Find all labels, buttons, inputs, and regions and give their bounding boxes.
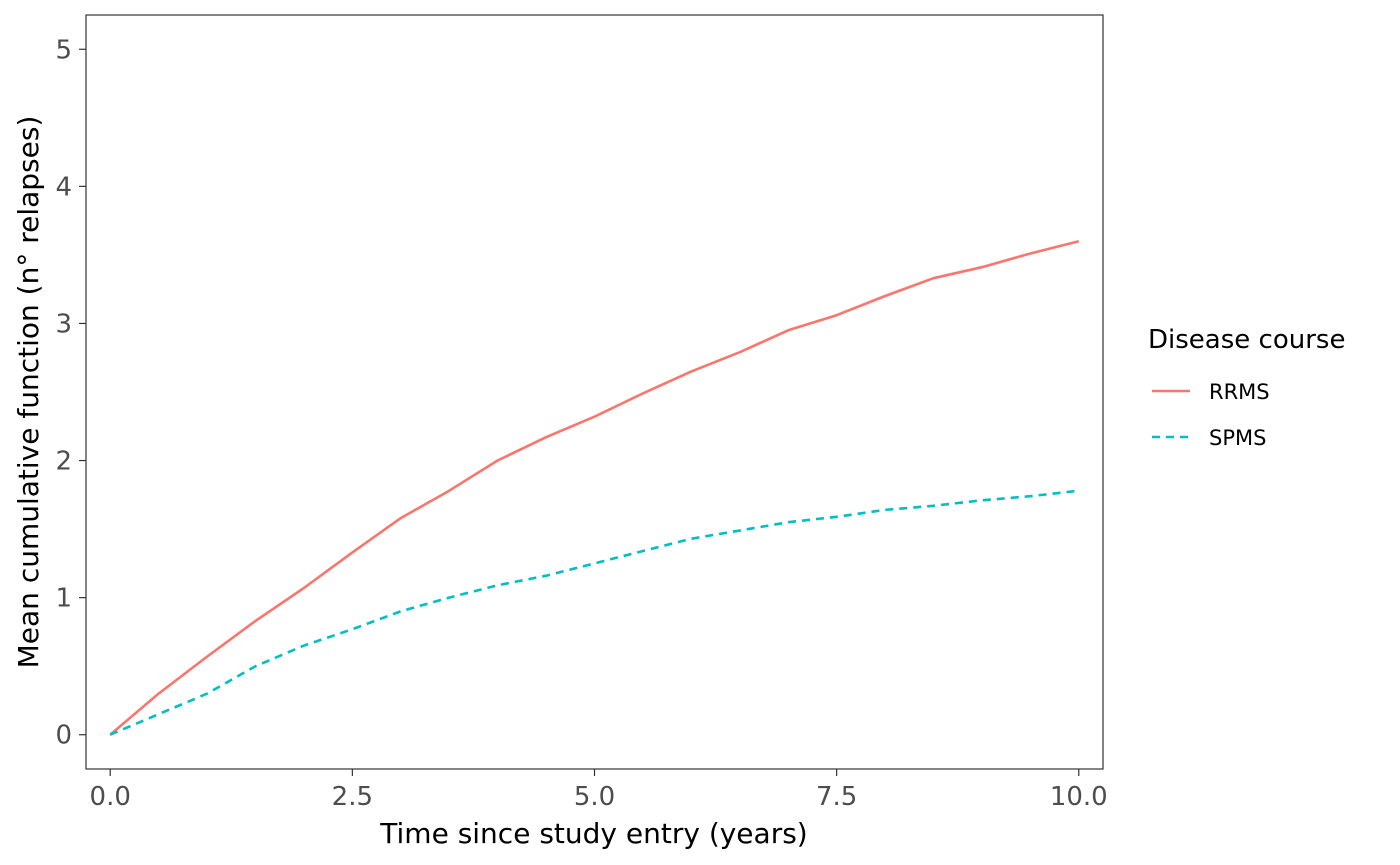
y-axis: 0 1 2 3 4 5: [55, 35, 86, 751]
legend-title: Disease course: [1148, 325, 1345, 355]
y-axis-title: Mean cumulative function (n° relapses): [12, 116, 45, 669]
x-tick-label: 5.0: [574, 782, 615, 812]
series-line-rrms: [109, 239, 1080, 736]
legend-label-rrms: RRMS: [1209, 380, 1270, 404]
series-layer: [109, 239, 1080, 736]
y-tick-label: 1: [55, 584, 72, 614]
series-line-spms: [109, 489, 1079, 736]
x-tick-label: 10.0: [1050, 782, 1108, 812]
x-tick-label: 7.5: [816, 782, 857, 812]
y-tick-label: 0: [55, 721, 72, 751]
x-axis: 0.0 2.5 5.0 7.5 10.0: [90, 769, 1108, 812]
x-axis-title: Time since study entry (years): [379, 817, 807, 850]
legend-label-spms: SPMS: [1209, 426, 1266, 450]
legend: Disease course RRMS SPMS: [1148, 325, 1345, 450]
x-tick-label: 2.5: [332, 782, 373, 812]
plot-panel: [85, 14, 1104, 770]
y-tick-label: 4: [55, 172, 72, 202]
y-tick-label: 3: [55, 309, 72, 339]
x-tick-label: 0.0: [90, 782, 131, 812]
y-tick-label: 2: [55, 447, 72, 477]
y-tick-label: 5: [55, 35, 72, 65]
